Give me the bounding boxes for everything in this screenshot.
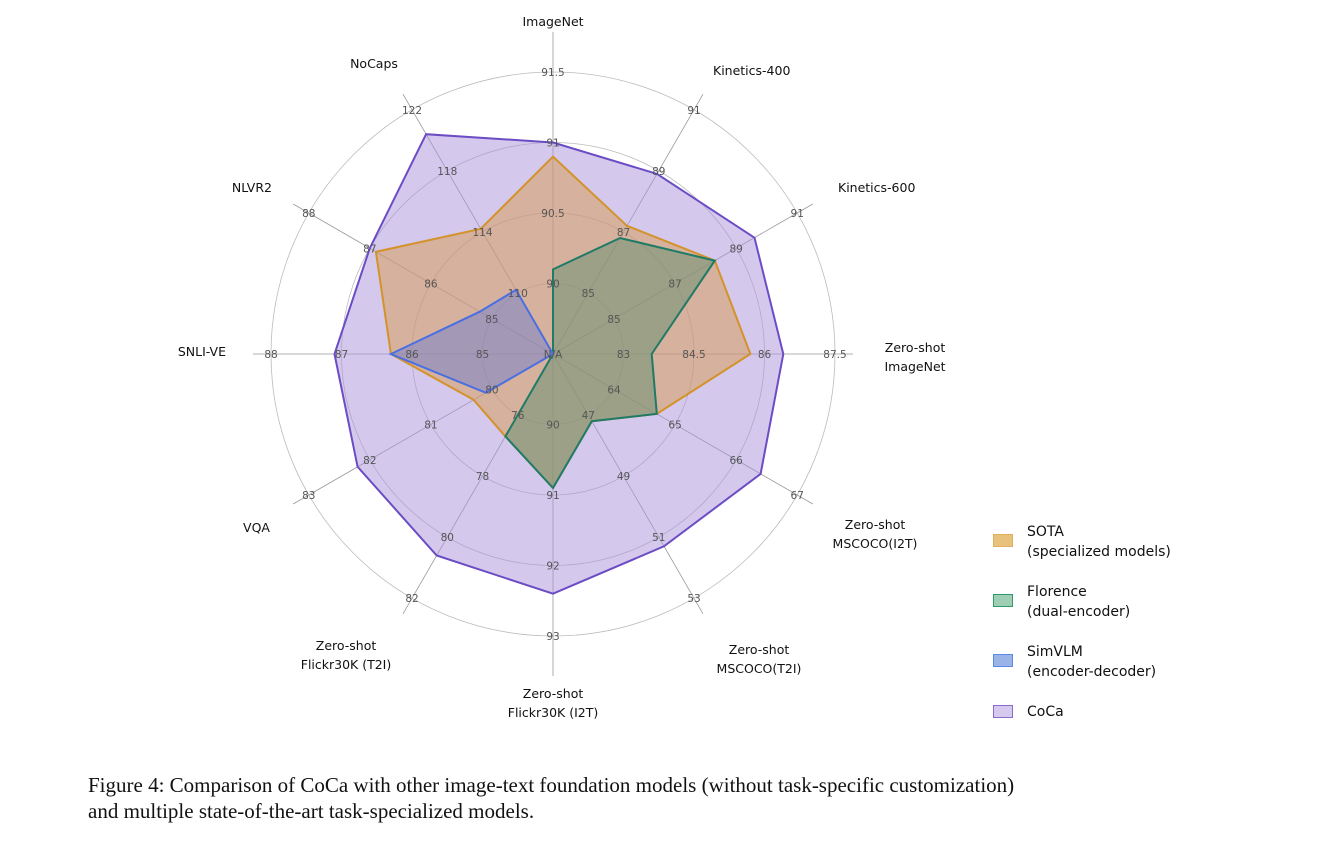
legend-sublabel: (specialized models) bbox=[1027, 544, 1171, 560]
tick-label: 84.5 bbox=[682, 349, 705, 361]
tick-label: 49 bbox=[617, 471, 630, 483]
tick-label: 90.5 bbox=[541, 208, 564, 220]
center-label: N/A bbox=[544, 349, 563, 361]
legend-label: SimVLM bbox=[1027, 644, 1083, 660]
axis-label: Kinetics-400 bbox=[713, 63, 790, 78]
axis-label: Zero-shot bbox=[845, 517, 906, 532]
series-simvlm bbox=[388, 288, 555, 394]
tick-label: 85 bbox=[607, 314, 620, 326]
axis-label: MSCOCO(T2I) bbox=[717, 661, 802, 676]
tick-label: 89 bbox=[652, 166, 665, 178]
tick-label: 118 bbox=[437, 166, 457, 178]
tick-label: 87 bbox=[335, 349, 348, 361]
caption-line-1: Figure 4: Comparison of CoCa with other … bbox=[88, 773, 1015, 797]
series-florence bbox=[504, 236, 717, 490]
tick-label: 83 bbox=[617, 349, 630, 361]
tick-label: 87.5 bbox=[823, 349, 846, 361]
tick-label: 90 bbox=[546, 420, 559, 432]
tick-label: 85 bbox=[476, 349, 489, 361]
legend-sublabel: (dual-encoder) bbox=[1027, 604, 1131, 620]
tick-label: 87 bbox=[363, 243, 376, 255]
tick-label: 82 bbox=[405, 593, 418, 605]
tick-label: 91.5 bbox=[541, 67, 564, 79]
legend-swatch-sota bbox=[993, 534, 1013, 547]
caption-line-2: and multiple state-of-the-art task-speci… bbox=[88, 799, 535, 823]
tick-label: 91 bbox=[791, 208, 804, 220]
axis-label: ImageNet bbox=[522, 14, 583, 29]
tick-label: 51 bbox=[652, 532, 665, 544]
axis-label: MSCOCO(I2T) bbox=[833, 536, 918, 551]
legend-label: Florence bbox=[1027, 584, 1087, 600]
tick-label: 86 bbox=[405, 349, 419, 361]
axis-label: Zero-shot bbox=[729, 642, 790, 657]
tick-label: 91 bbox=[546, 138, 559, 150]
tick-label: 92 bbox=[546, 561, 559, 573]
tick-label: 114 bbox=[472, 227, 492, 239]
tick-label: 110 bbox=[508, 288, 528, 300]
axis-label: Flickr30K (T2I) bbox=[301, 657, 392, 672]
tick-label: 91 bbox=[546, 490, 559, 502]
tick-label: 88 bbox=[264, 349, 277, 361]
legend: SOTA (specialized models) Florence (dual-e… bbox=[993, 522, 1171, 736]
tick-label: 87 bbox=[617, 227, 630, 239]
tick-label: 83 bbox=[302, 490, 315, 502]
legend-item-sota: SOTA (specialized models) bbox=[993, 522, 1171, 574]
tick-label: 76 bbox=[511, 410, 525, 422]
tick-label: 80 bbox=[485, 384, 498, 396]
tick-label: 91 bbox=[687, 105, 700, 117]
tick-label: 82 bbox=[363, 455, 376, 467]
tick-label: 86 bbox=[424, 279, 438, 291]
axis-label: Kinetics-600 bbox=[838, 180, 915, 195]
tick-label: 64 bbox=[607, 384, 621, 396]
tick-label: 85 bbox=[485, 314, 498, 326]
legend-sublabel: (encoder-decoder) bbox=[1027, 664, 1157, 680]
axis-label: Flickr30K (I2T) bbox=[508, 705, 599, 720]
axis-label: Zero-shot bbox=[885, 340, 946, 355]
axis-label: ImageNet bbox=[884, 359, 945, 374]
legend-swatch-simvlm bbox=[993, 654, 1013, 667]
tick-label: 87 bbox=[668, 279, 681, 291]
axis-label: VQA bbox=[243, 520, 270, 535]
tick-label: 88 bbox=[302, 208, 315, 220]
axis-label: NoCaps bbox=[350, 56, 398, 71]
tick-label: 89 bbox=[729, 243, 742, 255]
radar-chart: 90 90.5 91 91.5 85 87 89 91 85 87 89 91 83 84.5 86 87.5… bbox=[178, 14, 946, 720]
axis-label: NLVR2 bbox=[232, 180, 272, 195]
axis-label: SNLI-VE bbox=[178, 344, 226, 359]
tick-label: 53 bbox=[687, 593, 700, 605]
tick-label: 86 bbox=[758, 349, 772, 361]
tick-label: 93 bbox=[546, 631, 559, 643]
legend-swatch-coca bbox=[993, 705, 1013, 718]
legend-label: CoCa bbox=[1027, 704, 1064, 720]
tick-label: 80 bbox=[441, 532, 454, 544]
tick-label: 90 bbox=[546, 279, 559, 291]
tick-label: 66 bbox=[729, 455, 743, 467]
tick-label: 81 bbox=[424, 420, 437, 432]
legend-item-simvlm: SimVLM (encoder-decoder) bbox=[993, 642, 1171, 694]
figure-caption: Figure 4: Comparison of CoCa with other … bbox=[88, 772, 1288, 824]
legend-item-florence: Florence (dual-encoder) bbox=[993, 582, 1171, 634]
tick-label: 78 bbox=[476, 471, 489, 483]
tick-label: 67 bbox=[791, 490, 804, 502]
legend-item-coca: CoCa bbox=[993, 702, 1171, 728]
tick-label: 47 bbox=[582, 410, 595, 422]
tick-label: 85 bbox=[582, 288, 595, 300]
legend-label: SOTA bbox=[1027, 524, 1064, 540]
tick-label: 65 bbox=[668, 420, 681, 432]
axis-label: Zero-shot bbox=[316, 638, 377, 653]
axis-label: Zero-shot bbox=[523, 686, 584, 701]
legend-swatch-florence bbox=[993, 594, 1013, 607]
tick-label: 122 bbox=[402, 105, 422, 117]
